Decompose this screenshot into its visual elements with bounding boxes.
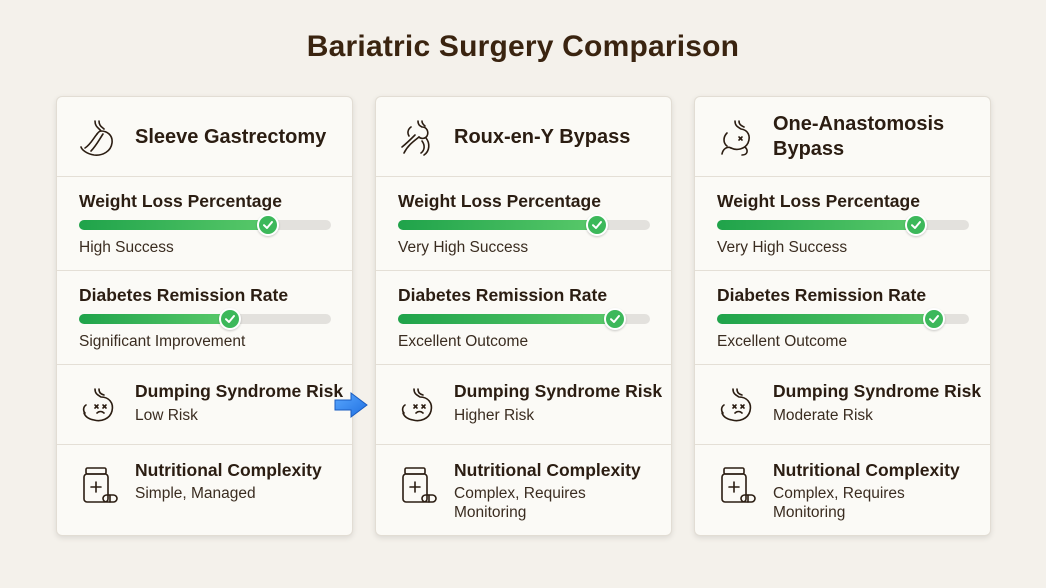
risk-description: Moderate Risk (773, 407, 873, 424)
card-header: One-Anastomosis Bypass (695, 97, 990, 177)
progress-fill (398, 220, 598, 230)
check-icon (603, 308, 626, 330)
stomach-upset-icon (401, 388, 433, 422)
metric-description: Very High Success (717, 239, 848, 256)
card-header: Roux-en-Y Bypass (376, 97, 671, 177)
metric-label: Diabetes Remission Rate (717, 285, 927, 305)
progress-track (398, 308, 650, 330)
nutrition-row: Nutritional Complexity Complex, Requires… (695, 445, 990, 535)
nutrition-description: Simple, Managed (135, 485, 256, 502)
pill-bottle-icon (721, 467, 756, 503)
risk-description: Higher Risk (454, 407, 535, 424)
pill-bottle-icon (83, 467, 118, 503)
check-icon (219, 308, 242, 330)
metric-description: Excellent Outcome (717, 333, 848, 350)
nutrition-row: Nutritional Complexity Simple, Managed (57, 445, 352, 535)
risk-label: Dumping Syndrome Risk (773, 381, 982, 401)
metric-label: Diabetes Remission Rate (79, 285, 289, 305)
check-icon (905, 214, 928, 236)
check-icon (922, 308, 945, 330)
check-icon (586, 214, 609, 236)
progress-track (79, 214, 331, 236)
nutrition-description: Complex, Requires Monitoring (773, 485, 905, 521)
nutrition-description: Complex, Requires Monitoring (454, 485, 586, 521)
risk-label: Dumping Syndrome Risk (454, 381, 663, 401)
metric-label: Weight Loss Percentage (717, 191, 920, 211)
metric-description: Significant Improvement (79, 333, 246, 350)
progress-track (717, 214, 969, 236)
diabetes-metric: Diabetes Remission Rate Excellent Outcom… (376, 271, 671, 365)
nutrition-label: Nutritional Complexity (454, 460, 641, 480)
dumping-risk-row: Dumping Syndrome Risk Moderate Risk (695, 365, 990, 445)
weight-loss-metric: Weight Loss Percentage Very High Success (376, 177, 671, 271)
diabetes-metric: Diabetes Remission Rate Significant Impr… (57, 271, 352, 365)
metric-label: Weight Loss Percentage (79, 191, 282, 211)
card-title: Roux-en-Y Bypass (454, 125, 631, 148)
stomach-anastomosis-icon (721, 120, 750, 156)
card-roux-en-y-bypass: Roux-en-Y Bypass Weight Loss Percentage … (375, 96, 672, 536)
progress-fill (398, 314, 615, 324)
nutrition-label: Nutritional Complexity (773, 460, 960, 480)
risk-label: Dumping Syndrome Risk (135, 381, 344, 401)
card-title: Sleeve Gastrectomy (135, 125, 327, 148)
risk-description: Low Risk (135, 407, 198, 424)
weight-loss-metric: Weight Loss Percentage High Success (57, 177, 352, 271)
dumping-risk-row: Dumping Syndrome Risk Higher Risk (376, 365, 671, 445)
check-icon (257, 214, 279, 236)
card-sleeve-gastrectomy: Sleeve Gastrectomy Weight Loss Percentag… (56, 96, 353, 536)
stomach-bypass-icon (401, 120, 430, 156)
page-title: Bariatric Surgery Comparison (306, 30, 740, 63)
progress-fill (79, 314, 231, 324)
stomach-upset-icon (82, 388, 114, 422)
card-header: Sleeve Gastrectomy (57, 97, 352, 177)
dumping-risk-row: Dumping Syndrome Risk Low Risk (57, 365, 352, 445)
weight-loss-metric: Weight Loss Percentage Very High Success (695, 177, 990, 271)
nutrition-row: Nutritional Complexity Complex, Requires… (376, 445, 671, 535)
metric-label: Weight Loss Percentage (398, 191, 601, 211)
stomach-sleeve-icon (80, 120, 113, 156)
progress-track (79, 308, 331, 330)
pill-bottle-icon (402, 467, 437, 503)
progress-fill (79, 220, 268, 230)
metric-description: Very High Success (398, 239, 529, 256)
stomach-upset-icon (720, 388, 752, 422)
metric-description: High Success (79, 239, 174, 256)
metric-label: Diabetes Remission Rate (398, 285, 608, 305)
progress-track (717, 308, 969, 330)
card-title: One-Anastomosis Bypass (773, 113, 945, 160)
arrow-right-icon (334, 392, 368, 418)
progress-track (398, 214, 650, 236)
card-one-anastomosis-bypass: One-Anastomosis Bypass Weight Loss Perce… (694, 96, 991, 536)
metric-description: Excellent Outcome (398, 333, 529, 350)
diabetes-metric: Diabetes Remission Rate Excellent Outcom… (695, 271, 990, 365)
nutrition-label: Nutritional Complexity (135, 460, 322, 480)
progress-fill (717, 220, 917, 230)
progress-fill (717, 314, 934, 324)
